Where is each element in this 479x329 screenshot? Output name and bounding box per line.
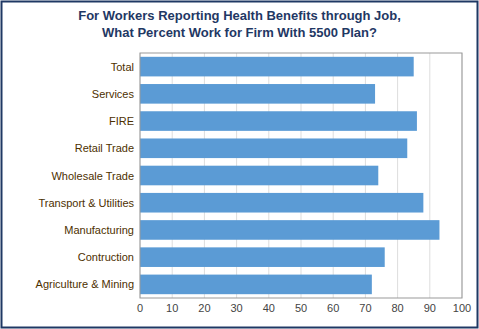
x-tick-label: 70 <box>359 302 371 314</box>
category-label: Wholesale Trade <box>51 170 134 182</box>
bar <box>140 193 423 213</box>
bar <box>140 57 414 77</box>
category-label: Total <box>111 61 134 73</box>
grid <box>140 53 462 298</box>
frame <box>2 2 478 328</box>
chart: For Workers Reporting Health Benefits th… <box>0 0 479 329</box>
category-label: Manufacturing <box>64 224 134 236</box>
x-tick-label: 0 <box>137 302 143 314</box>
category-label: Retail Trade <box>75 142 134 154</box>
chart-container: For Workers Reporting Health Benefits th… <box>0 0 479 329</box>
x-axis: 0 10 20 30 40 50 60 70 80 90 100 <box>137 302 471 314</box>
x-tick-label: 40 <box>263 302 275 314</box>
x-tick-label: 30 <box>230 302 242 314</box>
bar <box>140 275 372 295</box>
title: For Workers Reporting Health Benefits th… <box>78 8 401 40</box>
bar <box>140 166 378 186</box>
x-tick-label: 10 <box>166 302 178 314</box>
category-label: FIRE <box>109 115 134 127</box>
bar <box>140 111 417 131</box>
y-axis: Agriculture & Mining Contruction Manufactu… <box>36 61 135 291</box>
bar <box>140 247 385 267</box>
category-label: Services <box>92 88 135 100</box>
category-label: Transport & Utilities <box>38 197 134 209</box>
x-tick-label: 90 <box>424 302 436 314</box>
x-tick-label: 50 <box>295 302 307 314</box>
bar <box>140 84 375 104</box>
bar <box>140 220 439 240</box>
x-tick-label: 80 <box>391 302 403 314</box>
grid-line <box>397 53 398 298</box>
plot-frame <box>140 53 462 298</box>
bar <box>140 138 407 158</box>
x-tick-label: 60 <box>327 302 339 314</box>
category-label: Agriculture & Mining <box>36 278 134 290</box>
grid-line <box>429 53 430 298</box>
bars <box>140 57 439 294</box>
x-tick-label: 100 <box>453 302 471 314</box>
x-tick-label: 20 <box>198 302 210 314</box>
category-label: Contruction <box>78 251 134 263</box>
